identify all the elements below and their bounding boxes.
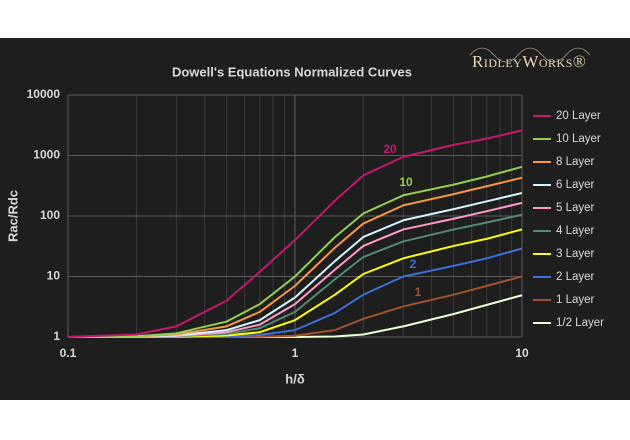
line-series — [67, 176, 523, 338]
x-axis-label: h/δ — [285, 371, 305, 386]
legend-label: 1 Layer — [556, 294, 595, 306]
legend-label: 6 Layer — [556, 179, 595, 191]
logo-wave — [469, 47, 591, 63]
legend-label: 8 Layer — [556, 156, 595, 168]
legend-label: 3 Layer — [556, 248, 595, 260]
y-tick-label: 10000 — [27, 87, 61, 101]
logo: RidleyWorks® — [472, 52, 586, 71]
y-tick-label: 100 — [40, 208, 60, 222]
legend-label: 4 Layer — [556, 225, 595, 237]
x-tick-label: 0.1 — [60, 346, 77, 360]
curve-annotation: 20 — [383, 142, 397, 156]
curve-annotation: 1 — [415, 285, 422, 299]
y-tick-label: 1 — [53, 329, 60, 343]
legend-label: 20 Layer — [556, 110, 601, 122]
curve-annotation: 10 — [399, 175, 413, 189]
legend-label: 5 Layer — [556, 202, 595, 214]
y-tick-label: 1000 — [33, 148, 60, 162]
legend-label: 2 Layer — [556, 271, 595, 283]
legend-label: 10 Layer — [556, 133, 601, 145]
chart-title: Dowell's Equations Normalized Curves — [172, 64, 412, 79]
line-series — [67, 129, 523, 338]
legend-label: 1/2 Layer — [556, 317, 604, 329]
line-series — [67, 165, 523, 338]
y-axis-label: Rac/Rdc — [5, 190, 20, 242]
y-tick-label: 10 — [47, 269, 61, 283]
curve-annotation: 2 — [410, 257, 417, 271]
x-tick-label: 1 — [292, 346, 299, 360]
x-tick-label: 10 — [515, 346, 529, 360]
